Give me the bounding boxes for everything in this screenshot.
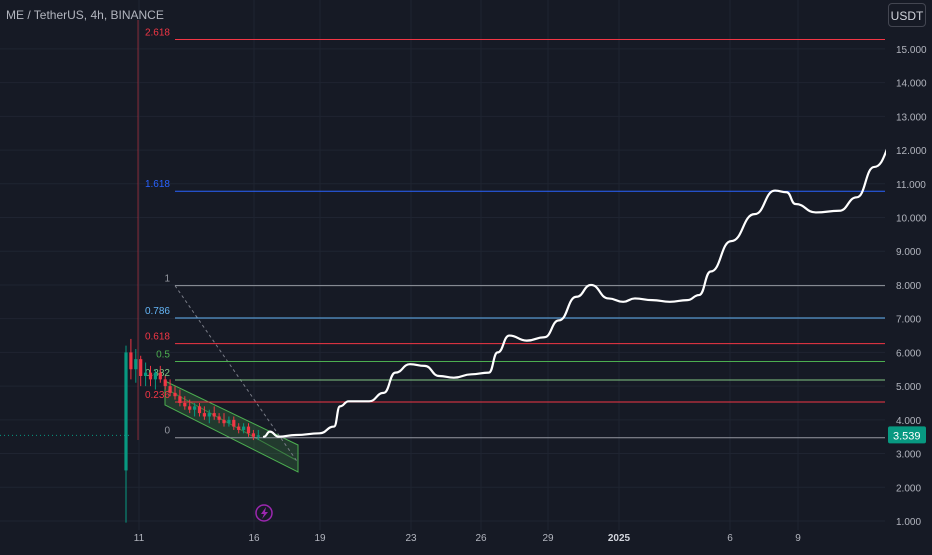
candle-body-27 (257, 435, 260, 436)
time-tick-0: 11 (134, 533, 145, 544)
price-tick-5: 6.000 (896, 348, 921, 359)
fib-level-label-2: 0.382 (145, 368, 170, 379)
candle-body-6 (154, 373, 157, 380)
candle-body-26 (252, 433, 255, 436)
time-tick-1: 16 (248, 533, 260, 544)
fib-level-label-6: 1 (164, 274, 170, 285)
time-tick-4: 26 (475, 533, 487, 544)
candle-body-7 (159, 373, 162, 380)
candle-body-23 (237, 427, 240, 430)
candle-body-15 (198, 406, 201, 413)
price-tick-10: 11.000 (896, 180, 926, 191)
fib-level-label-5: 0.786 (145, 306, 170, 317)
candle-body-24 (242, 427, 245, 430)
time-tick-7: 6 (727, 533, 733, 544)
price-tick-0: 1.000 (896, 517, 921, 528)
price-tick-13: 14.000 (896, 79, 927, 90)
candle-body-14 (193, 406, 196, 409)
price-tick-4: 5.000 (896, 382, 921, 393)
price-tick-11: 12.000 (896, 146, 927, 157)
candle-body-18 (213, 413, 216, 416)
fib-level-label-0: 0 (164, 426, 170, 437)
projection-path (264, 39, 932, 437)
candle-body-22 (232, 420, 235, 427)
price-tick-7: 8.000 (896, 281, 921, 292)
candle-body-4 (144, 373, 147, 376)
chart-title: ME / TetherUS, 4h, BINANCE (6, 8, 164, 22)
price-tick-12: 13.000 (896, 112, 927, 123)
fib-retracement: 0 0.236 0.382 0.5 0.618 0.786 1 1.618 2.618 (138, 20, 885, 463)
candle-body-19 (218, 416, 221, 419)
price-tick-2: 3.000 (896, 450, 921, 461)
fib-level-label-4: 0.618 (145, 332, 170, 343)
channel (165, 381, 298, 472)
candle-body-2 (134, 359, 137, 369)
candle-body-20 (222, 420, 225, 423)
price-axis: 1.000 2.000 3.000 4.000 5.000 6.000 7.000 8.000… (886, 0, 932, 550)
candle-body-3 (139, 359, 142, 376)
candle-body-13 (188, 406, 191, 409)
grid (0, 0, 885, 530)
currency-button[interactable]: USDT (888, 3, 926, 27)
candle-body-21 (227, 420, 230, 423)
price-tick-3: 4.000 (896, 416, 921, 427)
candle-body-12 (183, 403, 186, 406)
lightning-icon (261, 507, 268, 519)
candle-body-0 (124, 352, 127, 470)
fib-level-label-7: 1.618 (145, 179, 170, 190)
time-tick-2: 19 (314, 533, 326, 544)
last-price-label: 3.539 (893, 430, 921, 442)
time-tick-6: 2025 (608, 533, 631, 544)
candle-body-25 (247, 427, 250, 434)
time-tick-3: 23 (405, 533, 417, 544)
candle-body-1 (129, 352, 132, 369)
candle-body-5 (149, 373, 152, 380)
fib-level-label-3: 0.5 (156, 350, 170, 361)
price-tick-9: 10.000 (896, 214, 927, 225)
fib-level-label-1: 0.236 (145, 390, 170, 401)
candle-body-10 (173, 393, 176, 396)
time-axis: 11 16 19 23 26 29 2025 6 9 (134, 533, 801, 544)
price-tick-14: 15.000 (896, 45, 927, 56)
misc (256, 505, 272, 521)
projection-line (264, 39, 932, 437)
price-tick-6: 7.000 (896, 315, 921, 326)
time-tick-8: 9 (795, 533, 801, 544)
candle-body-16 (203, 413, 206, 416)
price-tick-8: 9.000 (896, 247, 921, 258)
candle-body-11 (178, 396, 181, 403)
channel-midline (168, 390, 296, 460)
candle-body-8 (164, 379, 167, 386)
time-tick-5: 29 (542, 533, 554, 544)
candle-body-17 (208, 413, 211, 416)
candle-body-9 (169, 386, 172, 393)
price-tick-1: 2.000 (896, 483, 921, 494)
descending-channel (165, 381, 298, 472)
fib-level-label-8: 2.618 (145, 27, 170, 38)
